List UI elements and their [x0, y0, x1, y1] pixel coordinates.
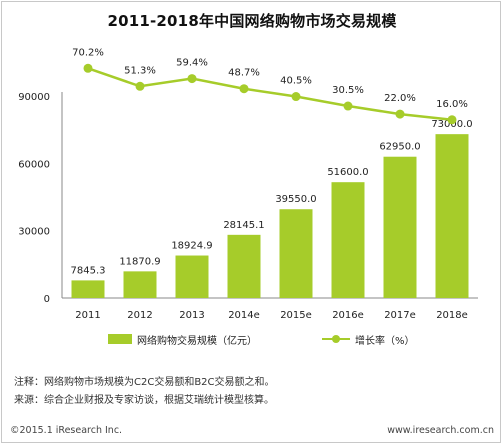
growth-point: [83, 63, 93, 73]
bar-value-label: 73000.0: [431, 119, 472, 130]
growth-point: [291, 92, 301, 102]
growth-value-label: 51.3%: [124, 65, 156, 76]
x-tick-label: 2013: [179, 310, 204, 321]
y-tick-label: 60000: [18, 159, 50, 170]
bar: [227, 234, 261, 298]
bar: [123, 271, 157, 298]
bar-value-label: 62950.0: [379, 142, 420, 153]
x-tick-label: 2017e: [384, 310, 416, 321]
bar: [331, 182, 365, 298]
chart-title: 2011-2018年中国网络购物市场交易规模: [107, 12, 397, 30]
y-tick-label: 90000: [18, 92, 50, 103]
x-tick-label: 2018e: [436, 310, 468, 321]
x-tick-label: 2011: [75, 310, 100, 321]
growth-line: [87, 67, 453, 122]
growth-point: [343, 101, 353, 111]
bar-value-label: 39550.0: [275, 194, 316, 205]
growth-value-label: 70.2%: [72, 47, 104, 58]
x-tick-label: 2014e: [228, 310, 260, 321]
note-source: 来源：综合企业财报及专家访谈，根据艾瑞统计模型核算。: [14, 395, 274, 406]
growth-point: [447, 115, 457, 125]
bar-value-label: 18924.9: [171, 241, 212, 252]
legend-bar-label: 网络购物交易规模（亿元）: [137, 335, 257, 347]
legend-item-bar: 网络购物交易规模（亿元）: [108, 330, 257, 348]
growth-point: [135, 81, 145, 91]
bar: [71, 280, 105, 298]
legend-bar-swatch: [108, 334, 132, 344]
x-tick-label: 2015e: [280, 310, 312, 321]
bar: [383, 156, 417, 298]
note-annotation: 注释：网络购物市场规模为C2C交易额和B2C交易额之和。: [14, 377, 275, 388]
y-tick-label: 30000: [18, 227, 50, 238]
y-tick-label: 0: [44, 294, 50, 305]
bar: [279, 209, 313, 298]
growth-value-label: 48.7%: [228, 68, 260, 79]
legend-item-line: 增长率（%）: [322, 330, 415, 348]
growth-value-label: 22.0%: [384, 93, 416, 104]
growth-point: [239, 84, 249, 94]
chart-legend: 网络购物交易规模（亿元） 增长率（%）: [0, 330, 504, 348]
growth-value-label: 59.4%: [176, 58, 208, 69]
legend-line-swatch: [322, 334, 350, 344]
bar-value-label: 28145.1: [223, 220, 264, 231]
growth-value-label: 16.0%: [436, 99, 468, 110]
footer-url: www.iresearch.com.cn: [387, 425, 494, 436]
bar-value-label: 11870.9: [119, 256, 160, 267]
bar: [435, 134, 469, 298]
x-tick-label: 2012: [127, 310, 152, 321]
growth-value-label: 40.5%: [280, 76, 312, 87]
growth-point: [395, 109, 405, 119]
growth-value-label: 30.5%: [332, 85, 364, 96]
bar-value-label: 7845.3: [71, 265, 106, 276]
bar: [175, 255, 209, 298]
growth-point: [187, 74, 197, 84]
footer-copyright: ©2015.1 iResearch Inc.: [10, 425, 123, 436]
legend-line-label: 增长率（%）: [355, 335, 415, 347]
x-tick-label: 2016e: [332, 310, 364, 321]
bar-value-label: 51600.0: [327, 167, 368, 178]
